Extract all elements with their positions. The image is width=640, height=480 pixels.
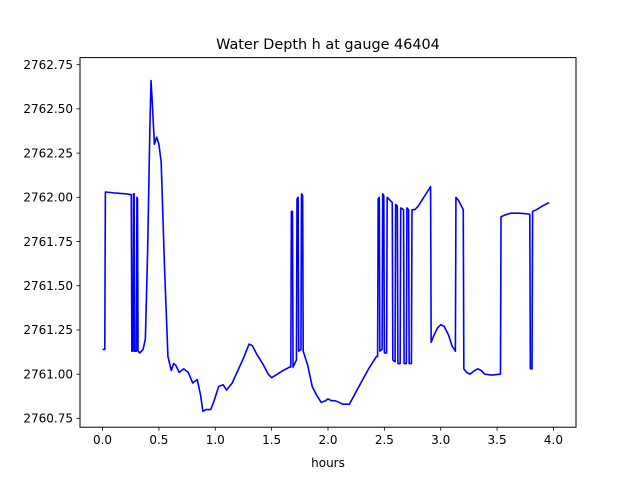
x-tick-label: 0.5 [149, 433, 168, 447]
x-axis-label: hours [311, 456, 345, 470]
y-tick-label: 2761.25 [23, 323, 73, 337]
x-tick-label: 2.5 [375, 433, 394, 447]
y-tick-label: 2762.00 [23, 191, 73, 205]
y-tick-label: 2761.75 [23, 235, 73, 249]
x-tick-label: 1.5 [262, 433, 281, 447]
x-tick-label: 4.0 [544, 433, 563, 447]
y-tick-label: 2760.75 [23, 412, 73, 426]
y-tick-label: 2762.75 [23, 58, 73, 72]
plot-area: 0.0 0.5 1.0 1.5 2.0 2.5 3.0 3.5 4.0 2760.75 2761.… [23, 57, 577, 447]
x-tick-label: 3.5 [488, 433, 507, 447]
x-axis: 0.0 0.5 1.0 1.5 2.0 2.5 3.0 3.5 4.0 [93, 427, 563, 447]
series-layer [102, 79, 550, 413]
x-tick-label: 2.0 [318, 433, 337, 447]
y-tick-label: 2761.50 [23, 279, 73, 293]
x-tick-label: 1.0 [206, 433, 225, 447]
series-line [102, 79, 550, 413]
x-tick-label: 3.0 [431, 433, 450, 447]
y-tick-label: 2761.00 [23, 367, 73, 381]
y-axis: 2760.75 2761.00 2761.25 2761.50 2761.75 2762.… [23, 58, 80, 426]
chart-title: Water Depth h at gauge 46404 [216, 37, 440, 53]
y-tick-label: 2762.50 [23, 102, 73, 116]
y-tick-label: 2762.25 [23, 146, 73, 160]
x-tick-label: 0.0 [93, 433, 112, 447]
